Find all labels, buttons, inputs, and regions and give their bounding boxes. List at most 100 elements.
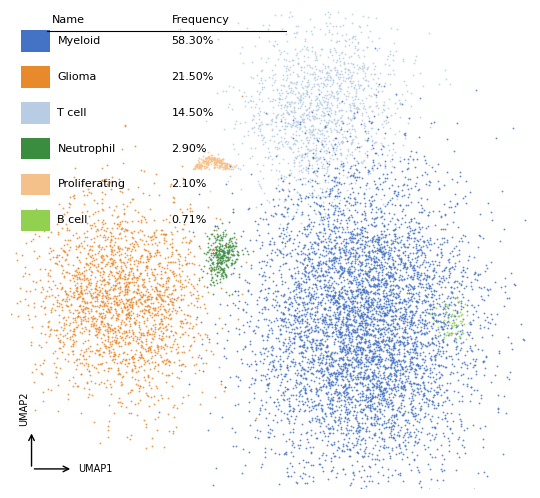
Point — [90, 261, 99, 269]
Point — [328, 0, 336, 5]
Point — [225, 248, 233, 256]
Point — [126, 431, 135, 439]
Point — [300, 388, 309, 396]
Point — [121, 252, 130, 260]
Point — [307, 108, 315, 116]
Point — [36, 369, 45, 376]
Point — [273, 151, 281, 159]
Point — [144, 241, 153, 249]
Point — [462, 379, 471, 387]
Point — [374, 275, 383, 283]
Point — [353, 290, 362, 298]
Point — [272, 292, 280, 300]
Point — [396, 371, 404, 379]
Point — [103, 299, 112, 307]
Point — [380, 292, 389, 300]
Point — [387, 24, 395, 32]
Point — [281, 213, 290, 221]
Point — [167, 327, 176, 335]
Point — [430, 351, 439, 359]
Point — [112, 298, 121, 306]
Point — [307, 30, 316, 38]
Point — [344, 377, 353, 385]
Point — [409, 269, 418, 277]
Point — [291, 318, 300, 326]
Point — [148, 358, 157, 366]
Point — [247, 58, 256, 66]
Point — [330, 389, 339, 397]
Point — [116, 343, 125, 351]
Point — [312, 388, 320, 396]
Point — [307, 406, 315, 414]
Point — [150, 362, 159, 370]
Point — [393, 382, 402, 390]
Point — [441, 210, 449, 218]
Point — [77, 320, 85, 328]
Point — [156, 319, 165, 327]
Point — [133, 209, 142, 217]
Point — [103, 291, 111, 299]
Point — [363, 233, 372, 241]
Point — [361, 287, 370, 295]
Point — [370, 381, 379, 389]
Point — [325, 361, 333, 369]
Point — [347, 73, 355, 81]
Point — [302, 326, 311, 334]
Point — [56, 336, 65, 344]
Point — [432, 341, 441, 349]
Point — [285, 435, 294, 443]
Point — [77, 370, 86, 377]
Point — [353, 46, 361, 54]
Point — [222, 161, 231, 169]
Point — [503, 373, 511, 380]
Point — [380, 368, 388, 376]
Point — [329, 76, 338, 84]
Point — [161, 285, 170, 293]
Point — [140, 360, 149, 368]
Point — [330, 292, 339, 300]
Point — [424, 262, 433, 270]
Point — [261, 448, 269, 456]
Point — [347, 234, 355, 242]
Point — [221, 270, 230, 278]
Point — [333, 217, 341, 225]
Point — [370, 366, 379, 374]
Point — [305, 310, 314, 318]
Point — [330, 249, 339, 257]
Point — [157, 335, 165, 343]
Point — [203, 159, 212, 167]
Point — [397, 448, 406, 456]
Point — [195, 303, 204, 311]
Point — [350, 328, 359, 336]
Point — [435, 280, 444, 288]
Point — [91, 317, 100, 325]
Point — [321, 299, 329, 307]
Point — [374, 325, 383, 333]
Point — [258, 85, 266, 93]
Point — [329, 146, 338, 154]
Point — [217, 254, 226, 262]
Point — [381, 385, 390, 393]
Point — [211, 243, 219, 250]
Point — [172, 404, 181, 412]
Point — [305, 282, 313, 290]
Point — [332, 94, 341, 102]
Point — [38, 371, 46, 378]
Point — [215, 257, 224, 265]
Point — [377, 378, 386, 386]
Point — [298, 151, 307, 159]
Point — [371, 247, 380, 255]
Point — [314, 391, 322, 399]
Point — [379, 200, 387, 208]
Point — [344, 74, 353, 82]
Point — [348, 292, 356, 300]
Point — [362, 338, 370, 346]
Point — [383, 418, 392, 426]
Point — [302, 111, 311, 119]
Point — [346, 395, 355, 403]
Point — [345, 347, 353, 355]
Point — [363, 233, 372, 241]
Point — [428, 265, 437, 273]
Point — [330, 176, 339, 184]
Point — [62, 255, 70, 263]
